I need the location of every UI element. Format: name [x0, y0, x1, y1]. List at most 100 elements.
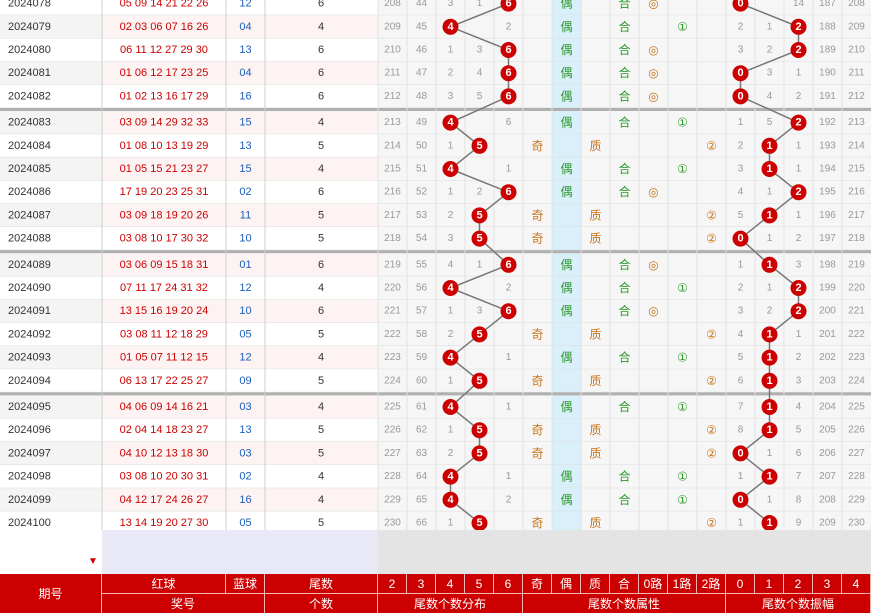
header-dist-2[interactable]: 2 — [378, 574, 407, 594]
amp-miss: 221 — [848, 306, 865, 317]
amp-ball-value: 0 — [737, 0, 743, 10]
amp-ball — [761, 468, 778, 485]
attr-composite: 合 — [618, 257, 630, 272]
dist-miss: 56 — [416, 283, 428, 294]
header-amp-3[interactable]: 3 — [813, 574, 842, 594]
row-bg-issue — [0, 134, 102, 158]
amp-ball — [761, 207, 778, 224]
amp-miss: 5 — [738, 352, 744, 363]
row-bg-amp — [726, 369, 871, 393]
row-bg-draw — [102, 511, 378, 535]
red-balls: 03 09 14 29 32 33 — [120, 117, 209, 129]
tail-count: 4 — [318, 117, 324, 129]
amp-miss: 203 — [819, 375, 836, 386]
issue-number: 2024079 — [8, 21, 51, 33]
header-attr-3[interactable]: 合 — [610, 574, 639, 594]
header-dist-3[interactable]: 3 — [407, 574, 436, 594]
attr-composite: 合 — [618, 88, 630, 103]
red-balls: 01 02 13 16 17 29 — [120, 90, 209, 102]
blue-ball: 02 — [239, 471, 251, 483]
dist-miss: 49 — [416, 117, 428, 128]
amp-miss: 3 — [796, 259, 802, 270]
attr-even: 偶 — [560, 258, 572, 272]
amp-miss: 230 — [848, 518, 865, 529]
dist-miss: 209 — [384, 21, 401, 32]
amp-ball — [790, 184, 807, 201]
red-balls: 02 03 06 07 16 26 — [120, 21, 209, 33]
attr-even: 偶 — [560, 89, 572, 103]
attr-route2: ② — [706, 139, 717, 153]
dist-ball — [500, 88, 517, 105]
header-attr-2[interactable]: 质 — [581, 574, 610, 594]
header-attr-4[interactable]: 0路 — [639, 574, 668, 594]
issue-number: 2024085 — [8, 163, 51, 175]
amp-miss: 3 — [738, 306, 744, 317]
tail-count: 5 — [318, 328, 324, 340]
attr-even: 偶 — [560, 0, 572, 11]
blue-ball: 12 — [239, 0, 251, 10]
dist-ball — [442, 349, 459, 366]
dist-ball-value: 4 — [447, 21, 454, 33]
amp-ball-value: 1 — [766, 401, 772, 413]
amp-miss: 215 — [848, 164, 865, 175]
attr-route0: ◎ — [648, 43, 658, 57]
row-bg-dist — [378, 0, 523, 16]
dist-miss: 1 — [477, 259, 483, 270]
amp-ball — [761, 137, 778, 154]
dist-ball-value: 5 — [476, 517, 482, 529]
issue-number: 2024097 — [8, 447, 51, 459]
header-dist-6[interactable]: 6 — [494, 574, 523, 594]
amp-miss: 1 — [796, 68, 802, 79]
header-tail-count[interactable]: 尾数 — [265, 574, 378, 594]
dist-ball — [442, 280, 459, 296]
amp-miss: 1 — [796, 140, 802, 151]
issue-number: 2024092 — [8, 328, 51, 340]
header-dist-5[interactable]: 5 — [465, 574, 494, 594]
row-bg-issue — [0, 299, 102, 323]
attr-composite: 合 — [618, 19, 630, 34]
header-attr-1[interactable]: 偶 — [552, 574, 581, 594]
dist-ball-value: 5 — [476, 328, 482, 340]
blank-issue-cell — [0, 530, 103, 574]
row-bg-draw — [102, 61, 378, 85]
row-bg-even — [552, 299, 581, 323]
row-bg-even — [552, 276, 581, 300]
attr-odd: 奇 — [531, 374, 543, 388]
row-bg-amp — [726, 84, 871, 108]
row-bg-issue — [0, 395, 102, 419]
header-red[interactable]: 红球 — [102, 574, 226, 594]
header-issue[interactable]: 期号 — [0, 574, 102, 613]
dist-ball — [442, 18, 459, 35]
header-blue[interactable]: 蓝球 — [226, 574, 265, 594]
dist-miss: 3 — [477, 306, 483, 317]
row-bg-even — [552, 488, 581, 512]
dist-miss: 2 — [477, 187, 483, 198]
dist-ball — [442, 114, 459, 131]
header-amp-0[interactable]: 0 — [726, 574, 755, 594]
amp-ball-value: 2 — [795, 117, 801, 129]
header-amp-2[interactable]: 2 — [784, 574, 813, 594]
header-count-group: 个数 — [265, 594, 378, 613]
header-dist-4[interactable]: 4 — [436, 574, 465, 594]
header-amp-4[interactable]: 4 — [842, 574, 871, 594]
dist-miss: 44 — [416, 0, 428, 9]
header-attr-0[interactable]: 奇 — [523, 574, 552, 594]
amp-miss: 4 — [738, 329, 744, 340]
header-attr-6[interactable]: 2路 — [697, 574, 726, 594]
row-bg-even — [552, 15, 581, 39]
attr-even: 偶 — [560, 43, 572, 57]
tail-count: 5 — [318, 375, 324, 387]
amp-ball-value: 1 — [766, 375, 772, 387]
attr-composite: 合 — [618, 161, 630, 176]
issue-number: 2024088 — [8, 233, 51, 245]
amp-miss: 9 — [796, 518, 802, 529]
header-attr-5[interactable]: 1路 — [668, 574, 697, 594]
blue-ball: 05 — [239, 517, 251, 529]
sort-down-icon[interactable]: ▼ — [88, 556, 98, 567]
dist-ball — [500, 65, 517, 82]
red-balls: 01 05 07 11 12 15 — [120, 352, 208, 364]
amp-miss: 2 — [738, 140, 744, 151]
amp-miss: 6 — [796, 448, 802, 459]
attr-composite: 合 — [618, 469, 630, 484]
header-amp-1[interactable]: 1 — [755, 574, 784, 594]
